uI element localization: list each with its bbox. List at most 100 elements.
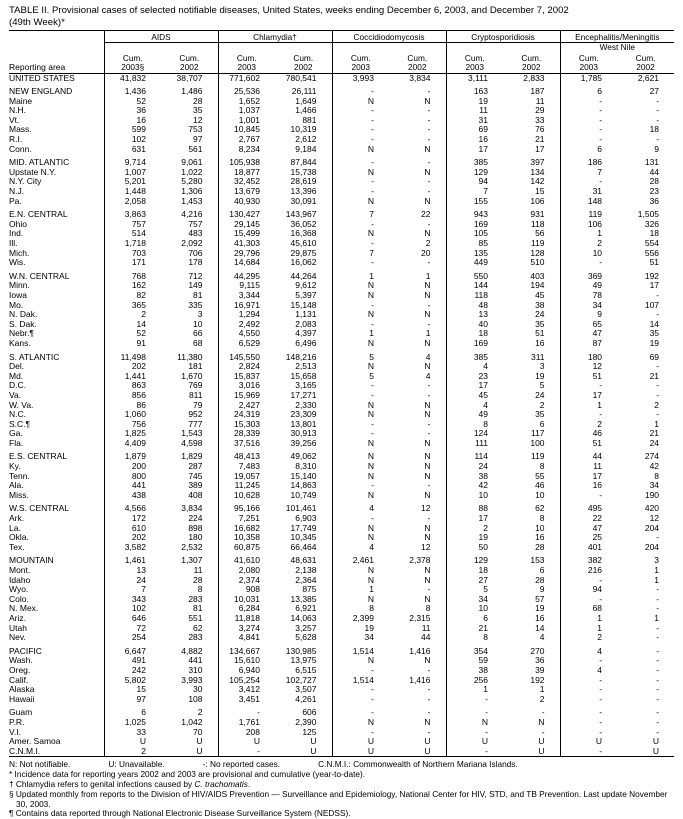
value-cell: 5,802 bbox=[103, 675, 161, 686]
value-cell: 24 bbox=[649, 438, 660, 448]
spacer-cell bbox=[217, 500, 275, 505]
table-title: TABLE II. Provisional cases of selected … bbox=[9, 5, 675, 28]
value-cell: 48 bbox=[445, 300, 504, 311]
value-cell: 70 bbox=[193, 727, 203, 737]
value-cell: N bbox=[331, 462, 389, 472]
table-row: N.J. 1,448 1,306 13,679 13,396 - - 7 15 31 23 bbox=[9, 187, 674, 197]
value-cell: 3,993 bbox=[181, 675, 203, 685]
value-cell: 6 bbox=[103, 708, 161, 718]
table-row: S. ATLANTIC 11,498 11,380 145,550 148,216 5 4 3… bbox=[9, 352, 674, 363]
value-cell: 3,863 bbox=[103, 210, 161, 220]
value-cell: 3,274 bbox=[217, 623, 275, 634]
value-cell: 52 bbox=[103, 96, 161, 107]
value-cell: 130,985 bbox=[285, 646, 317, 656]
value-cell: 3,834 bbox=[409, 73, 431, 83]
value-cell: - bbox=[427, 708, 431, 718]
value-cell: 5 bbox=[331, 371, 389, 382]
value-cell: 38 bbox=[535, 300, 545, 310]
value-cell: 745 bbox=[188, 471, 203, 481]
table-row: Ark. 172 224 7,251 6,903 - - 17 8 22 12 bbox=[9, 514, 674, 524]
value-cell: 10,845 bbox=[217, 125, 275, 136]
table-row: Nev. 254 283 4,841 5,628 34 44 8 4 2 - bbox=[9, 633, 674, 643]
value-cell: 3,582 bbox=[103, 542, 161, 553]
value-cell: 11,245 bbox=[217, 481, 275, 491]
value-cell: 2,824 bbox=[217, 362, 275, 372]
value-cell: 2 bbox=[103, 310, 161, 320]
value-cell: 6,903 bbox=[295, 514, 317, 524]
value-cell: 1,416 bbox=[409, 675, 431, 685]
value-cell: 7,483 bbox=[217, 462, 275, 472]
value-cell: 46 bbox=[559, 429, 618, 439]
spacer-cell bbox=[217, 642, 275, 647]
value-cell: 35 bbox=[535, 319, 545, 329]
value-cell: 15,499 bbox=[217, 229, 275, 239]
table-title-line2: (49th Week)* bbox=[9, 16, 65, 28]
spacer-cell bbox=[445, 500, 504, 505]
value-cell: 124 bbox=[445, 429, 504, 439]
value-cell: 15 bbox=[103, 685, 161, 695]
value-cell: 335 bbox=[188, 300, 203, 310]
value-cell: - bbox=[331, 125, 389, 136]
value-cell: 1,042 bbox=[181, 717, 203, 727]
value-cell: 495 bbox=[559, 504, 618, 515]
value-cell: - bbox=[656, 694, 660, 704]
reporting-area-cell: Wash. bbox=[9, 656, 33, 666]
spacer-cell bbox=[445, 154, 504, 159]
reporting-area-cell: MOUNTAIN bbox=[9, 556, 54, 566]
table-row: N. Dak. 2 3 1,294 1,131 N N 13 24 9 - bbox=[9, 310, 674, 320]
value-cell: N bbox=[424, 438, 431, 448]
value-cell: 194 bbox=[530, 281, 545, 291]
value-cell: N bbox=[331, 310, 389, 320]
footnotes: * Incidence data for reporting years 200… bbox=[9, 769, 674, 819]
spacer-cell bbox=[103, 500, 161, 505]
value-cell: 44 bbox=[649, 167, 660, 177]
value-cell: 15,738 bbox=[290, 167, 317, 177]
reporting-area-cell: Ind. bbox=[9, 229, 24, 239]
spacer-cell bbox=[331, 154, 389, 159]
value-cell: 3,412 bbox=[217, 685, 275, 695]
value-cell: 389 bbox=[188, 481, 203, 491]
value-cell: 24 bbox=[103, 575, 161, 586]
value-cell: 1 bbox=[331, 585, 389, 595]
value-cell: - bbox=[559, 125, 618, 136]
value-cell: 35 bbox=[649, 329, 660, 339]
value-cell: 2,833 bbox=[523, 73, 545, 83]
value-cell: - bbox=[427, 685, 431, 695]
value-cell: 29,796 bbox=[217, 248, 275, 259]
value-cell: - bbox=[541, 727, 545, 737]
value-cell: 2,330 bbox=[295, 400, 317, 410]
value-cell: 128 bbox=[530, 248, 545, 258]
value-cell: 2,532 bbox=[181, 542, 203, 552]
reporting-area-cell: Ga. bbox=[9, 429, 23, 439]
value-cell: - bbox=[331, 708, 389, 718]
value-cell: 28,619 bbox=[290, 177, 317, 187]
value-cell: 4 bbox=[445, 400, 504, 411]
value-cell: 2 bbox=[425, 239, 431, 248]
value-cell: - bbox=[559, 575, 618, 586]
value-cell: N bbox=[331, 400, 389, 411]
table-row: Ind. 514 483 15,499 16,368 N N 105 56 1 18 bbox=[9, 229, 674, 239]
table-row: Tenn. 800 745 19,057 15,140 N N 38 55 17 8 bbox=[9, 471, 674, 482]
spacer-row bbox=[9, 552, 674, 557]
value-cell: 13 bbox=[445, 310, 504, 320]
value-cell: 3 bbox=[197, 310, 203, 320]
value-cell: 18 bbox=[445, 566, 504, 576]
table-row: N.H. 36 35 1,037 1,466 - - 11 29 - - bbox=[9, 106, 674, 116]
value-cell: 32,452 bbox=[217, 177, 275, 188]
value-cell: 34 bbox=[559, 300, 618, 311]
value-cell: N bbox=[331, 471, 389, 482]
reporting-area-cell: Hawaii bbox=[9, 694, 35, 704]
value-cell: 19 bbox=[649, 338, 660, 348]
value-cell: 310 bbox=[188, 665, 203, 675]
value-cell: 17 bbox=[649, 281, 660, 291]
value-cell: 148,216 bbox=[285, 352, 317, 362]
reporting-area-cell: Mont. bbox=[9, 566, 31, 575]
spacer-cell bbox=[331, 552, 389, 557]
value-cell: 40 bbox=[445, 319, 504, 330]
reporting-area-cell: UNITED STATES bbox=[9, 73, 75, 83]
value-cell: 17 bbox=[445, 144, 504, 155]
value-cell: 1,001 bbox=[217, 115, 275, 126]
value-cell: 2,767 bbox=[217, 135, 275, 145]
value-cell: 2 bbox=[445, 523, 504, 534]
value-cell: 34 bbox=[445, 594, 504, 605]
